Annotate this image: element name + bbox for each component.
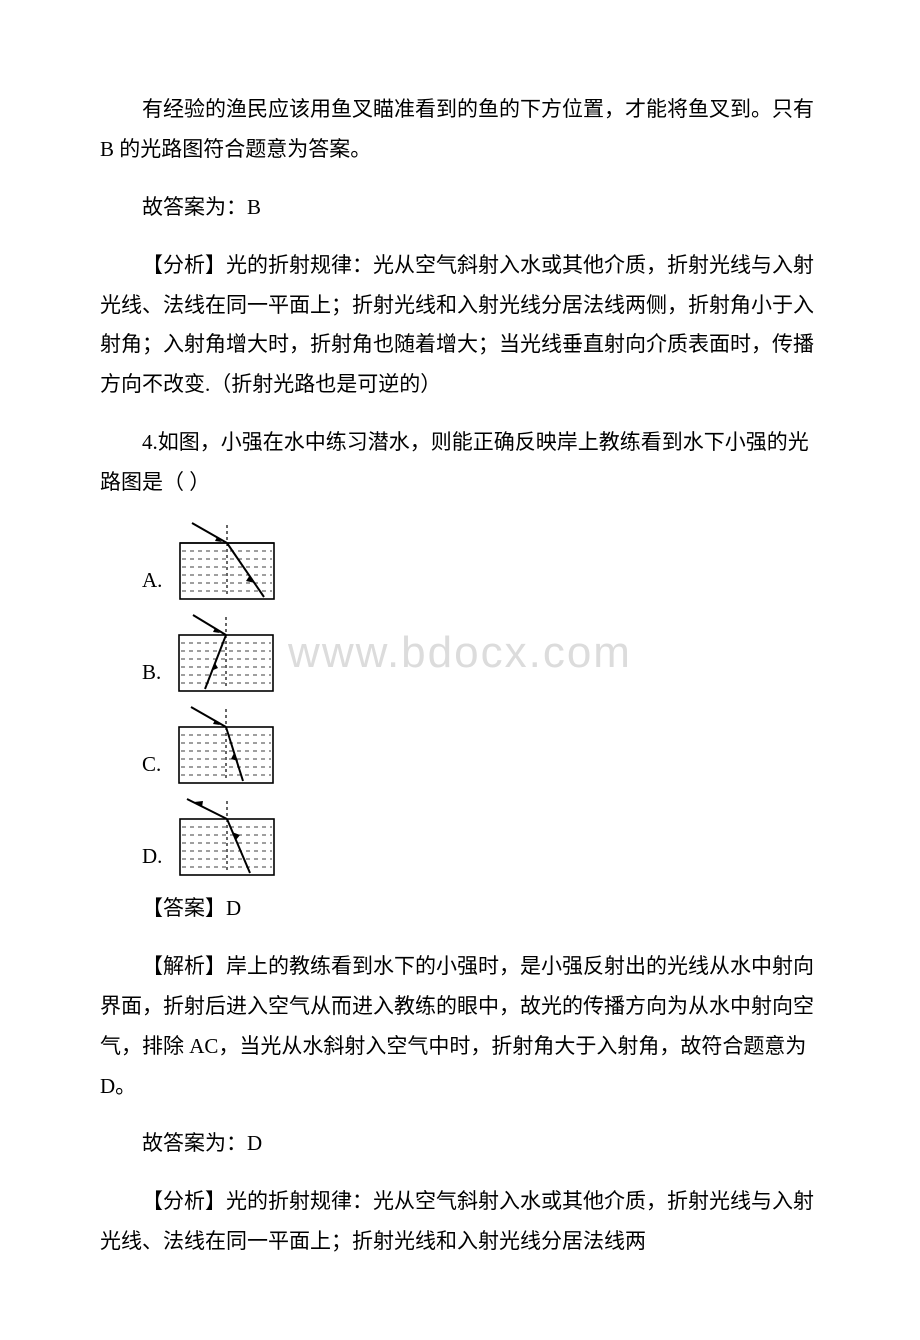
option-a-diagram [172,521,282,601]
answer-b-line: 故答案为：B [100,188,820,228]
option-c-label: C. [142,745,161,785]
answer-d-label: 【答案】D [100,889,820,929]
option-a-label: A. [142,561,162,601]
option-b-diagram [171,613,281,693]
paragraph-fisherman: 有经验的渔民应该用鱼叉瞄准看到的鱼的下方位置，才能将鱼叉到。只有 B 的光路图符… [100,90,820,170]
option-a-row: A. [100,521,820,601]
analysis-refraction-2: 【分析】光的折射规律：光从空气斜射入水或其他介质，折射光线与入射光线、法线在同一… [100,1182,820,1262]
option-b-label: B. [142,653,161,693]
option-d-row: D. [100,797,820,877]
option-d-label: D. [142,837,162,877]
option-d-diagram [172,797,282,877]
analysis-refraction-1: 【分析】光的折射规律：光从空气斜射入水或其他介质，折射光线与入射光线、法线在同一… [100,246,820,406]
option-c-row: C. [100,705,820,785]
question-4-text: 4.如图，小强在水中练习潜水，则能正确反映岸上教练看到水下小强的光路图是（ ） [100,423,820,503]
option-c-diagram [171,705,281,785]
answer-d-line: 故答案为：D [100,1124,820,1164]
option-b-row: B. [100,613,820,693]
explanation-paragraph: 【解析】岸上的教练看到水下的小强时，是小强反射出的光线从水中射向界面，折射后进入… [100,947,820,1107]
